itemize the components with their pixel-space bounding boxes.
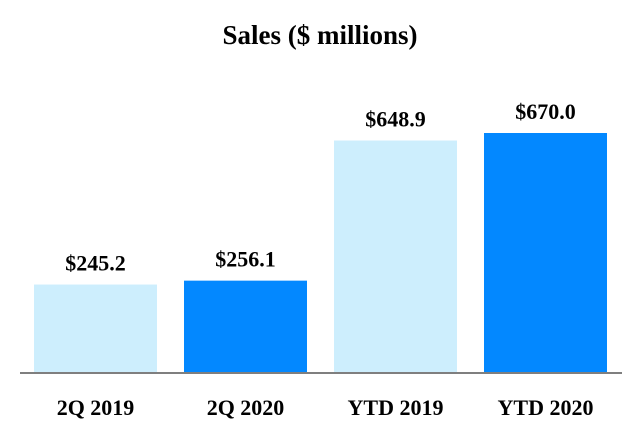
data-label-2q-2020: $256.1 <box>215 247 276 272</box>
bar-2q-2020 <box>184 280 307 372</box>
bar-ytd-2020 <box>484 133 607 372</box>
x-tick-label-ytd-2019: YTD 2019 <box>348 395 444 420</box>
data-label-ytd-2019: $648.9 <box>365 107 426 132</box>
data-label-2q-2019: $245.2 <box>65 251 126 276</box>
bar-2q-2019 <box>34 284 157 372</box>
x-tick-label-ytd-2020: YTD 2020 <box>498 395 594 420</box>
chart-title: Sales ($ millions) <box>222 20 417 50</box>
data-label-ytd-2020: $670.0 <box>515 99 576 124</box>
data-labels-group: $245.2 $256.1 $648.9 $670.0 <box>65 99 576 276</box>
x-tick-labels-group: 2Q 2019 2Q 2020 YTD 2019 YTD 2020 <box>57 395 594 420</box>
x-tick-label-2q-2020: 2Q 2020 <box>207 395 285 420</box>
x-tick-label-2q-2019: 2Q 2019 <box>57 395 135 420</box>
bar-ytd-2019 <box>334 140 457 372</box>
bars-group <box>34 133 607 372</box>
